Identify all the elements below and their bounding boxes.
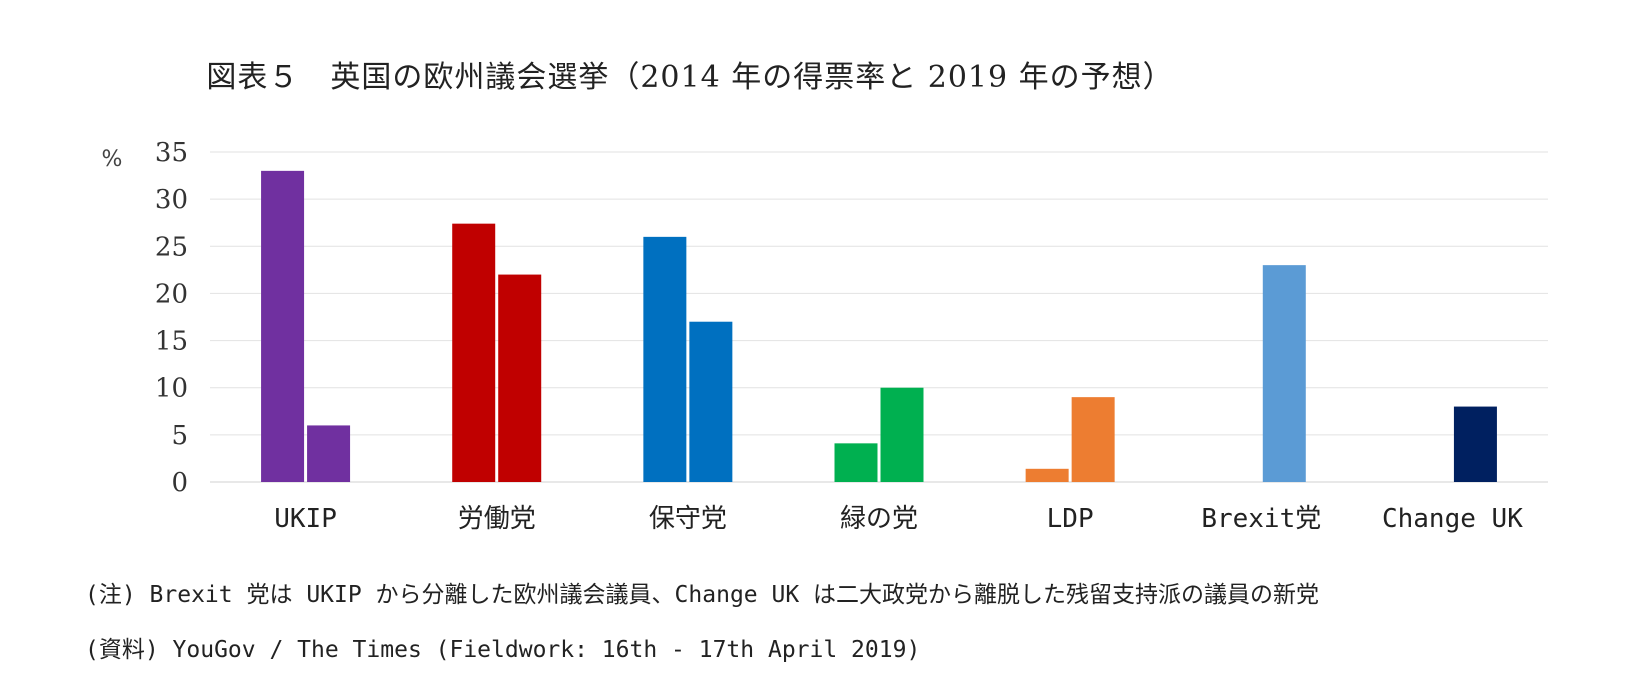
bar-2019-4	[1071, 397, 1115, 482]
bar-2014-4	[1025, 468, 1069, 482]
bar-2014-1	[452, 223, 496, 482]
x-category-label: 保守党	[649, 504, 727, 534]
bar-2014-3	[834, 443, 878, 482]
bar-2014-2	[643, 236, 687, 482]
y-tick-label: 0	[171, 468, 188, 498]
bar-chart: 0 5 10 15 20 25 30 35 % UKIP 労働党 保守党 緑の党 LDP Brexit党…	[102, 138, 1548, 534]
y-tick-label: 20	[155, 279, 188, 309]
x-axis-category-labels: UKIP 労働党 保守党 緑の党 LDP Brexit党 Change UK	[274, 504, 1523, 534]
bars	[261, 170, 1497, 482]
bar-2019-3	[880, 387, 924, 482]
x-category-label: 労働党	[458, 504, 536, 534]
bar-2019-6	[1453, 406, 1497, 482]
y-tick-label: 30	[155, 185, 188, 215]
x-category-label: LDP	[1047, 504, 1094, 534]
y-axis-label: %	[102, 147, 123, 172]
bar-2019-2	[689, 321, 733, 482]
y-tick-label: 15	[155, 327, 188, 357]
y-tick-label: 10	[155, 374, 188, 404]
bar-2019-0	[307, 425, 351, 482]
bar-2019-5	[1262, 265, 1306, 482]
x-category-label: Change UK	[1382, 504, 1523, 534]
bar-2014-0	[261, 170, 305, 482]
gridlines	[210, 151, 1548, 483]
y-axis-ticks: 0 5 10 15 20 25 30 35	[155, 138, 188, 498]
y-tick-label: 25	[155, 232, 188, 262]
bar-2019-1	[498, 274, 542, 482]
x-category-label: Brexit党	[1201, 504, 1321, 534]
x-category-label: 緑の党	[840, 504, 918, 534]
x-category-label: UKIP	[274, 504, 337, 534]
footnote-source: (資料) YouGov / The Times (Fieldwork: 16th…	[85, 637, 921, 663]
y-tick-label: 5	[171, 421, 188, 451]
y-tick-label: 35	[155, 138, 188, 168]
chart-title: 図表５ 英国の欧州議会選挙（2014 年の得票率と 2019 年の予想）	[206, 60, 1174, 95]
footnote-note: (注) Brexit 党は UKIP から分離した欧州議会議員、Change U…	[85, 582, 1320, 608]
